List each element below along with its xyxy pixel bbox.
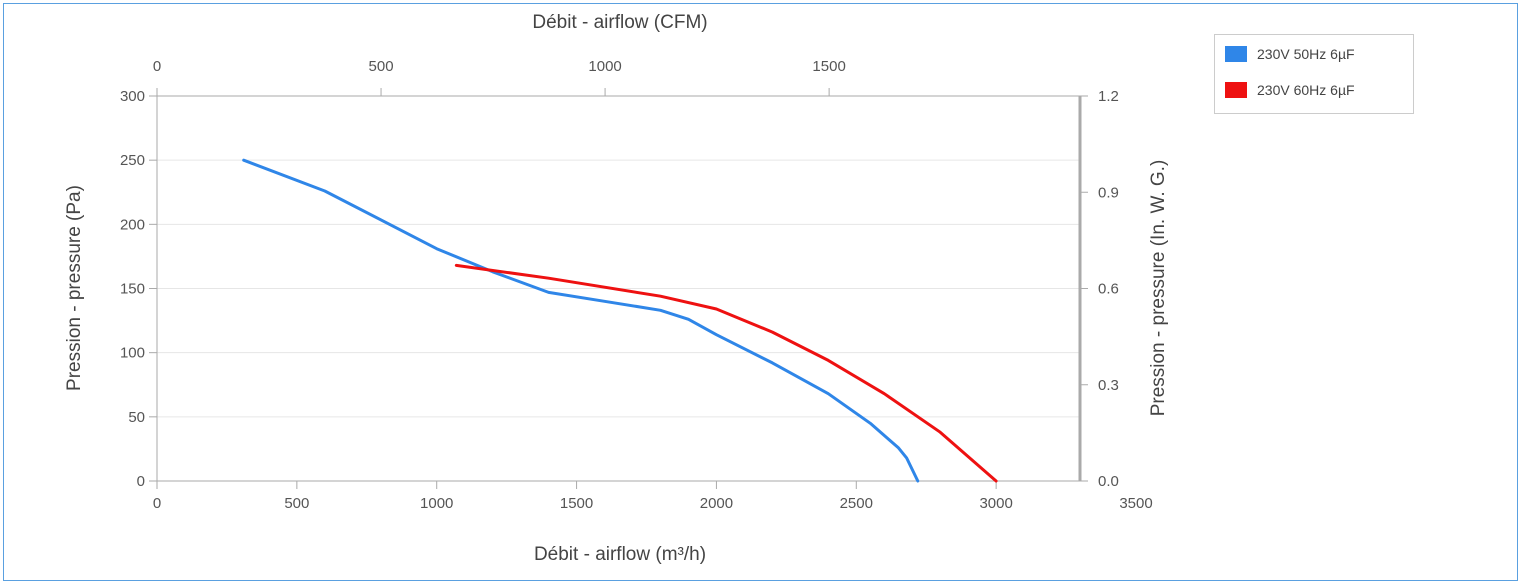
y-left-tick-label: 200 — [120, 216, 145, 233]
y-left-tick-label: 150 — [120, 281, 145, 298]
legend-item-series-1[interactable]: 230V 50Hz 6µF — [1225, 43, 1355, 65]
y-right-tick-label: 1.2 — [1098, 88, 1119, 105]
x-top-tick-label: 1500 — [812, 58, 845, 75]
x-bottom-tick-label: 0 — [153, 495, 161, 512]
chart-legend: 230V 50Hz 6µF 230V 60Hz 6µF — [1214, 34, 1414, 114]
x-bottom-tick-label: 2500 — [840, 495, 873, 512]
x-top-tick-label: 500 — [369, 58, 394, 75]
x-bottom-tick-label: 1500 — [560, 495, 593, 512]
y-right-tick-label: 0.9 — [1098, 184, 1119, 201]
x-bottom-tick-label: 3000 — [979, 495, 1012, 512]
x-bottom-tick-label: 2000 — [700, 495, 733, 512]
legend-label: 230V 50Hz 6µF — [1257, 46, 1355, 62]
x-top-tick-label: 1000 — [588, 58, 621, 75]
series-lines — [242, 158, 998, 483]
legend-swatch — [1225, 82, 1247, 98]
series-line-1 — [242, 158, 920, 483]
tick-labels: 0 50 100 150 200 250 300 0.0 0.3 0.6 0.9 1.2 0 500 100… — [120, 58, 1153, 512]
x-top-axis-title: Débit - airflow (CFM) — [532, 12, 707, 33]
y-left-tick-label: 250 — [120, 152, 145, 169]
y-right-tick-label: 0.0 — [1098, 473, 1119, 490]
y-left-axis-title: Pression - pressure (Pa) — [64, 185, 85, 391]
y-left-tick-label: 100 — [120, 345, 145, 362]
legend-label: 230V 60Hz 6µF — [1257, 82, 1355, 98]
legend-swatch — [1225, 46, 1247, 62]
x-bottom-tick-label: 1000 — [420, 495, 453, 512]
y-left-tick-label: 0 — [137, 473, 145, 490]
y-left-tick-label: 300 — [120, 88, 145, 105]
series-line-2 — [454, 263, 998, 483]
x-top-tick-label: 0 — [153, 58, 161, 75]
legend-item-series-2[interactable]: 230V 60Hz 6µF — [1225, 79, 1355, 101]
x-bottom-tick-label: 500 — [284, 495, 309, 512]
axes — [149, 88, 1088, 489]
y-right-tick-label: 0.6 — [1098, 281, 1119, 298]
y-left-tick-label: 50 — [128, 409, 145, 426]
x-bottom-tick-label: 3500 — [1119, 495, 1152, 512]
x-bottom-axis-title: Débit - airflow (m³/h) — [534, 544, 706, 565]
y-right-axis-title: Pression - pressure (In. W. G.) — [1148, 160, 1169, 417]
y-right-tick-label: 0.3 — [1098, 377, 1119, 394]
